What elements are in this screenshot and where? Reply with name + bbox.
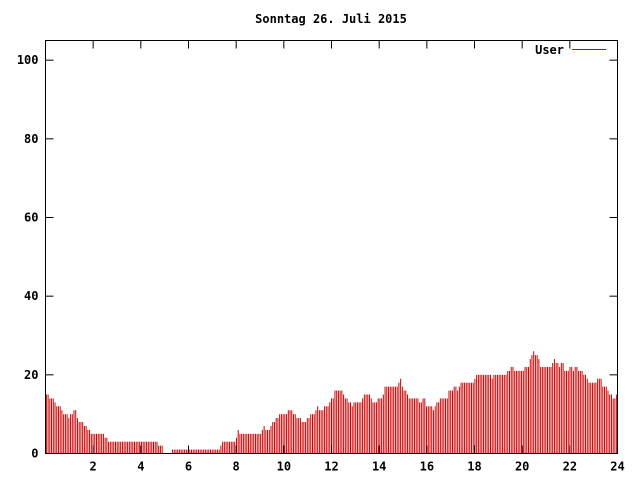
y-tick-label: 80 bbox=[24, 132, 38, 146]
x-tick-label: 8 bbox=[233, 460, 240, 474]
x-tick-label: 20 bbox=[515, 460, 529, 474]
x-tick-label: 22 bbox=[563, 460, 577, 474]
y-tick-label: 40 bbox=[24, 289, 38, 303]
y-tick-label: 60 bbox=[24, 211, 38, 225]
x-tick-label: 14 bbox=[372, 460, 386, 474]
x-tick-label: 10 bbox=[277, 460, 291, 474]
chart-title: Sonntag 26. Juli 2015 bbox=[255, 12, 407, 26]
y-tick-label: 20 bbox=[24, 368, 38, 382]
x-tick-label: 2 bbox=[90, 460, 97, 474]
y-tick-label: 0 bbox=[31, 447, 38, 461]
x-tick-label: 12 bbox=[324, 460, 338, 474]
x-tick-label: 4 bbox=[137, 460, 144, 474]
legend: User bbox=[535, 43, 606, 57]
x-tick-label: 16 bbox=[420, 460, 434, 474]
x-tick-label: 24 bbox=[610, 460, 624, 474]
plot-bars bbox=[45, 351, 618, 454]
x-tick-label: 18 bbox=[467, 460, 481, 474]
x-tick-label: 6 bbox=[185, 460, 192, 474]
legend-label: User bbox=[535, 43, 564, 57]
y-tick-label: 100 bbox=[17, 53, 39, 67]
